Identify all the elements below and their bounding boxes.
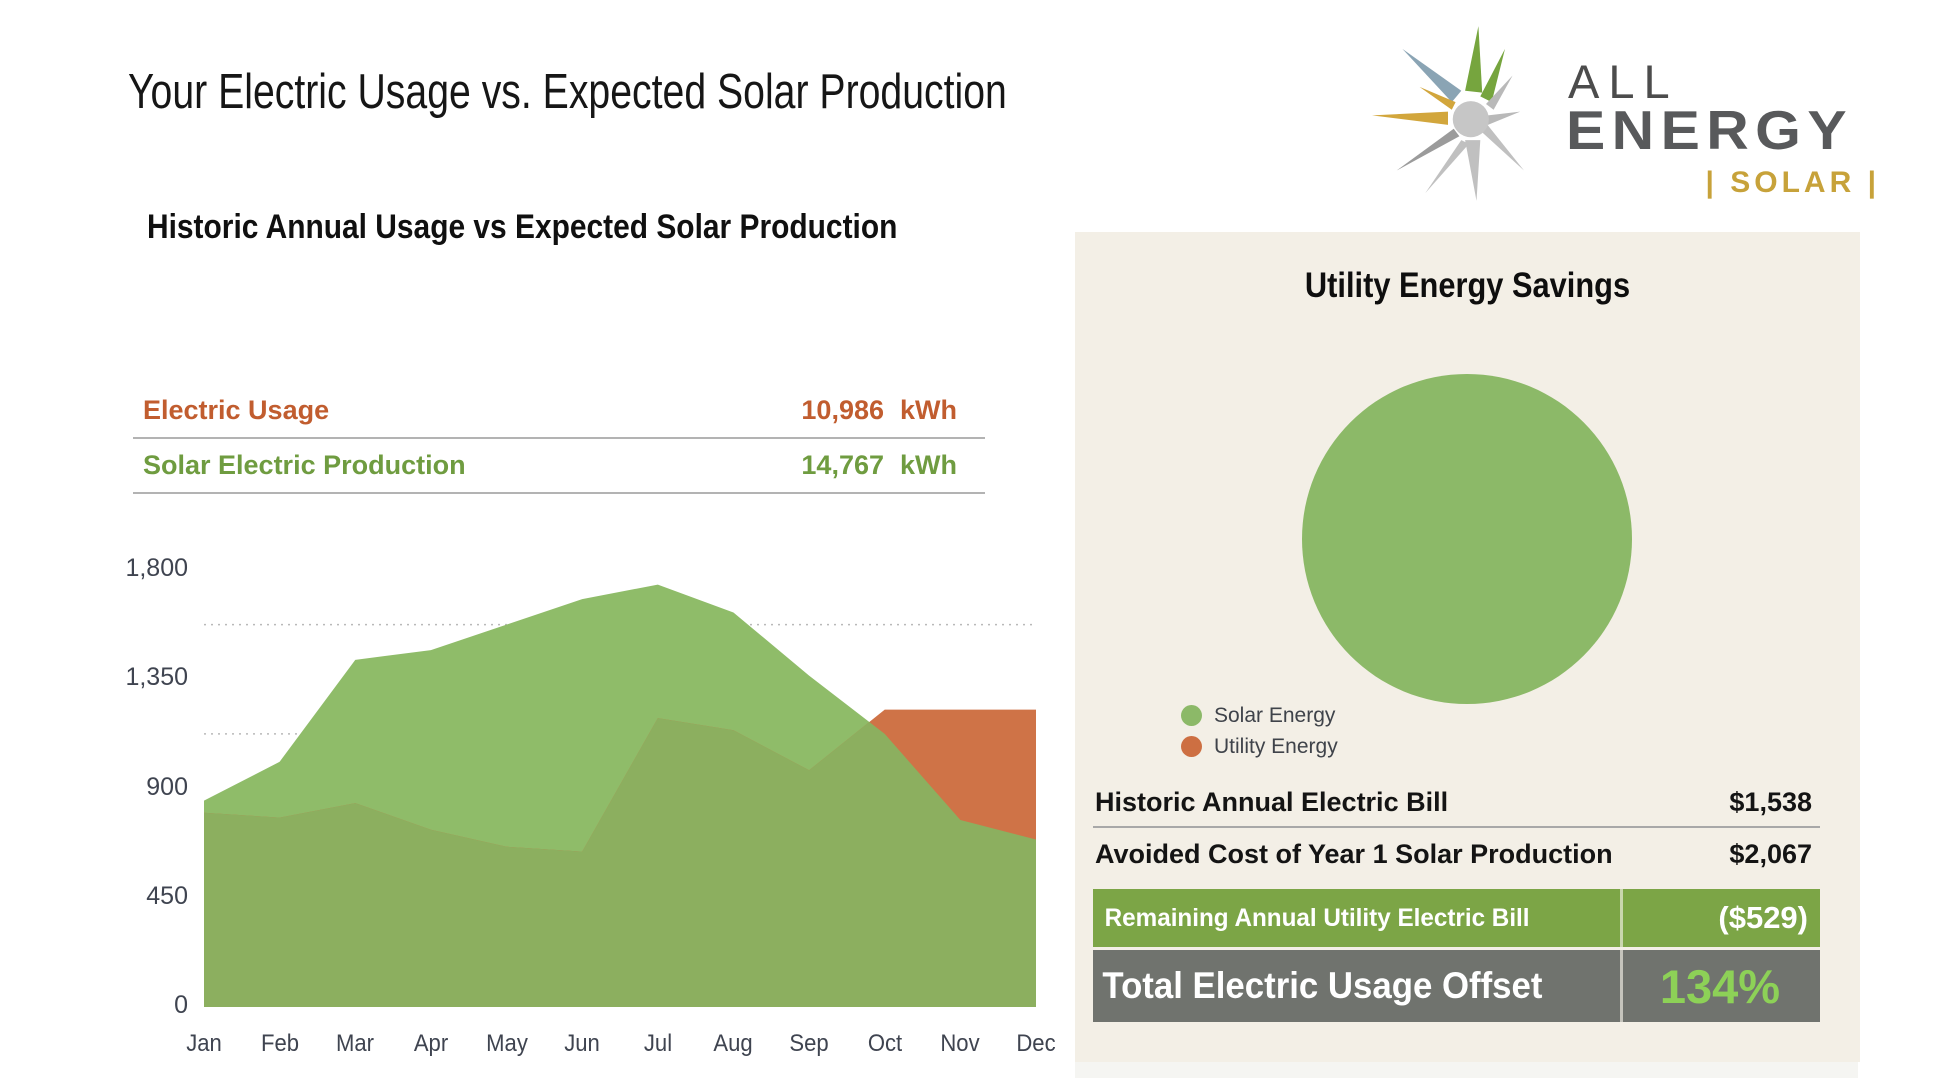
savings-panel-title: Utility Energy Savings	[1304, 266, 1631, 305]
pie-legend-row-utility: Utility Energy	[1181, 731, 1338, 762]
column-divider	[1620, 950, 1623, 1022]
legend-row-solar-production: Solar Electric Production 14,767 kWh	[133, 439, 985, 494]
legend-value-unit: kWh	[900, 450, 957, 480]
pie-legend-row-solar: Solar Energy	[1181, 700, 1338, 731]
x-tick-feb: Feb	[260, 1030, 299, 1057]
y-tick-0: 0	[174, 991, 188, 1019]
row-value: $1,538	[1729, 786, 1812, 817]
x-tick-dec: Dec	[1016, 1030, 1056, 1057]
logo-text-energy: ENERGY	[1566, 99, 1854, 161]
chart-legend-table: Electric Usage 10,986 kWh Solar Electric …	[133, 384, 985, 494]
legend-value: 14,767 kWh	[801, 450, 985, 481]
page-title: Your Electric Usage vs. Expected Solar P…	[128, 65, 1007, 119]
savings-table: Historic Annual Electric Bill $1,538 Avo…	[1093, 778, 1820, 1022]
x-tick-may: May	[485, 1030, 528, 1057]
x-tick-oct: Oct	[867, 1030, 902, 1057]
legend-value: 10,986 kWh	[801, 395, 985, 426]
y-tick-1350: 1,350	[125, 663, 188, 692]
row-label: Remaining Annual Utility Electric Bill	[1104, 903, 1530, 932]
y-tick-900: 900	[146, 772, 188, 801]
row-avoided-cost: Avoided Cost of Year 1 Solar Production …	[1093, 828, 1820, 880]
logo-text-all: ALL	[1568, 55, 1679, 108]
legend-value-number: 14,767	[801, 450, 884, 480]
legend-label: Electric Usage	[143, 395, 330, 425]
y-tick-1800: 1,800	[125, 554, 188, 582]
row-value: 134%	[1659, 959, 1781, 1013]
x-tick-aug: Aug	[713, 1030, 754, 1057]
company-logo: ALL ENERGY | SOLAR |	[1372, 26, 1882, 206]
solar-energy-dot-icon	[1181, 705, 1202, 726]
row-value: ($529)	[1718, 900, 1808, 935]
row-remaining-utility-bill: Remaining Annual Utility Electric Bill (…	[1093, 889, 1820, 947]
pie-legend-label: Solar Energy	[1214, 703, 1336, 727]
utility-energy-dot-icon	[1181, 736, 1202, 757]
x-tick-nov: Nov	[940, 1030, 980, 1057]
legend-value-number: 10,986	[801, 395, 884, 425]
logo-text-solar: | SOLAR |	[1705, 166, 1880, 199]
legend-value-unit: kWh	[900, 395, 957, 425]
row-value: $2,067	[1729, 838, 1812, 869]
sunburst-icon	[1372, 26, 1524, 201]
y-tick-450: 450	[146, 881, 188, 910]
pie-legend-label: Utility Energy	[1214, 734, 1338, 758]
x-tick-jun: Jun	[564, 1030, 600, 1057]
legend-row-electric-usage: Electric Usage 10,986 kWh	[133, 384, 985, 439]
bottom-edge-strip	[1075, 1062, 1858, 1078]
row-total-usage-offset: Total Electric Usage Offset 134%	[1093, 950, 1820, 1022]
chart-title: Historic Annual Usage vs Expected Solar …	[147, 208, 898, 246]
legend-label: Solar Electric Production	[143, 450, 466, 480]
x-tick-apr: Apr	[413, 1030, 449, 1057]
column-divider	[1620, 889, 1623, 947]
utility-energy-savings-panel: Utility Energy Savings Solar Energy Util…	[1075, 232, 1860, 1062]
usage-vs-solar-area-chart	[204, 584, 1036, 1007]
row-historic-annual-bill: Historic Annual Electric Bill $1,538	[1093, 778, 1820, 828]
pie-legend: Solar Energy Utility Energy	[1181, 700, 1338, 762]
solar-energy-pie-chart	[1302, 374, 1632, 704]
row-label: Avoided Cost of Year 1 Solar Production	[1095, 838, 1613, 869]
x-tick-sep: Sep	[789, 1030, 829, 1057]
x-tick-jan: Jan	[186, 1030, 222, 1057]
row-label: Historic Annual Electric Bill	[1095, 786, 1449, 817]
x-tick-mar: Mar	[336, 1030, 375, 1057]
row-label: Total Electric Usage Offset	[1102, 965, 1543, 1006]
x-tick-jul: Jul	[643, 1030, 672, 1057]
